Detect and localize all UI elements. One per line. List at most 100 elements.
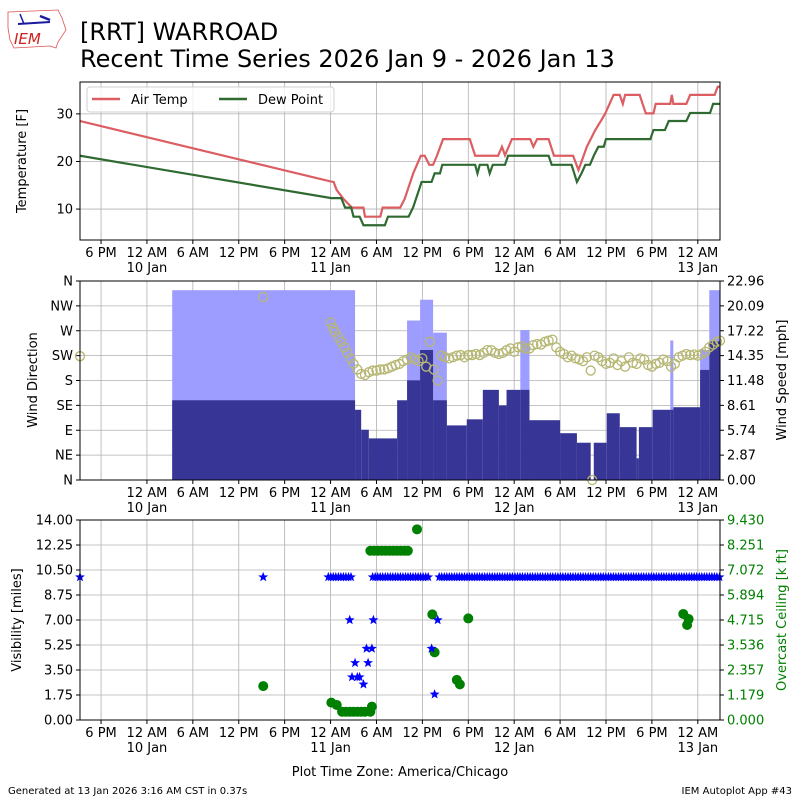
x-tick-label: 6 AM [544,486,577,501]
wind-direction-point [463,349,474,361]
wind-direction-axis-label: Wind Direction [26,332,41,428]
wind-direction-point [345,353,356,364]
y-right-tick-label: 1.179 [727,688,764,703]
wind-speed-bar [172,400,356,480]
x-tick-label: 6 PM [85,726,116,741]
visibility-axis-label: Visibility [miles] [10,568,25,671]
y-tick-label: N [63,474,73,489]
visibility-point [363,657,373,668]
x-tick-date: 11 Jan [310,501,351,516]
x-tick-label: 6 PM [453,726,484,741]
y-tick-label: 12.25 [36,539,73,554]
x-tick-label: 6 PM [453,246,484,261]
wind-speed-bar [636,458,639,480]
visibility-point [346,571,356,582]
x-tick-label: 6 AM [177,486,210,501]
wind-direction-point [325,317,336,328]
x-axis-label: Plot Time Zone: America/Chicago [292,765,508,780]
visibility-point [347,671,357,682]
ceiling-point [454,679,465,690]
y-right-tick-label: 4.715 [727,614,764,629]
x-tick-date: 10 Jan [127,261,168,276]
visibility-point [258,571,269,582]
visibility-point [366,643,377,653]
visibility-point [344,614,355,625]
visibility-point [423,571,434,582]
x-tick-label: 12 PM [403,726,443,741]
x-tick-date: 12 Jan [494,501,535,516]
x-tick-date: 12 Jan [494,741,535,756]
x-tick-date: 13 Jan [677,741,718,756]
generated-footer: Generated at 13 Jan 2026 3:16 AM CST in … [8,786,247,797]
ceiling-axis-label: Overcast Ceiling [k ft] [775,549,790,691]
ceiling-point [683,614,694,625]
x-tick-label: 6 PM [85,246,116,261]
wind-speed-bar [529,420,561,480]
y-right-tick-label: 9.430 [727,514,764,529]
x-tick-label: 12 PM [586,726,626,741]
x-tick-label: 6 PM [636,246,667,261]
chart-title-line2: Recent Time Series 2026 Jan 9 - 2026 Jan… [80,45,615,73]
x-tick-label: 12 PM [403,486,443,501]
y-right-tick-label: 11.48 [727,374,764,389]
y-right-tick-label: 0.000 [727,714,764,729]
y-tick-label: 10 [56,203,73,218]
x-tick-label: 12 AM [127,726,168,741]
x-tick-label: 12 AM [310,726,351,741]
wind-direction-point [424,336,436,347]
wind-direction-point [339,342,350,353]
x-tick-label: 12 AM [677,246,718,261]
ceiling-point [402,545,413,556]
y-tick-label: N [63,275,73,290]
y-tick-label: E [65,424,73,439]
wind-speed-bar [700,369,710,480]
visibility-point [361,643,372,653]
wind-speed-bar [368,438,398,480]
x-tick-label: 12 AM [677,726,718,741]
wind-direction-point [330,326,341,338]
y-right-tick-label: 2.87 [727,449,756,464]
x-tick-date: 10 Jan [127,741,168,756]
y-right-tick-label: 5.894 [727,588,764,603]
y-tick-label: 10.50 [36,564,73,579]
wind-direction-point [367,365,378,376]
x-tick-label: 12 PM [586,246,626,261]
wind-direction-point [581,352,593,363]
y-tick-label: 30 [56,107,73,122]
y-tick-label: SE [57,399,73,414]
y-tick-label: 0.00 [44,714,73,729]
visibility-point [429,689,440,699]
y-tick-label: NW [50,299,73,314]
panel-border [79,519,721,721]
wind-speed-bar [606,413,620,480]
wind-speed-bar [506,389,521,480]
logo-text: IEM [14,30,41,48]
ceiling-point [258,681,269,692]
y-right-tick-label: 14.35 [727,349,764,364]
wind-speed-bar [619,427,637,480]
ceiling-point [331,699,342,710]
wind-speed-bar [482,389,499,480]
y-tick-label: 20 [56,155,73,170]
y-right-tick-label: 2.357 [727,664,764,679]
x-tick-date: 10 Jan [127,501,168,516]
x-tick-label: 12 PM [403,246,443,261]
x-tick-date: 13 Jan [677,501,718,516]
wind-speed-bar [560,433,577,480]
x-tick-label: 6 AM [177,246,210,261]
temperature-axis-label: Temperature [F] [15,109,30,214]
ceiling-point [366,701,377,712]
y-tick-label: W [60,324,73,339]
x-tick-label: 6 AM [360,246,393,261]
wind-speed-bar [433,400,447,480]
visibility-point [350,657,360,668]
legend-air-temp: Air Temp [131,93,188,108]
ceiling-point [412,524,423,535]
y-tick-label: NE [55,449,73,464]
y-tick-label: SW [52,349,73,364]
x-tick-label: 6 PM [453,486,484,501]
wind-direction-point [451,350,462,361]
x-tick-label: 12 AM [494,486,535,501]
